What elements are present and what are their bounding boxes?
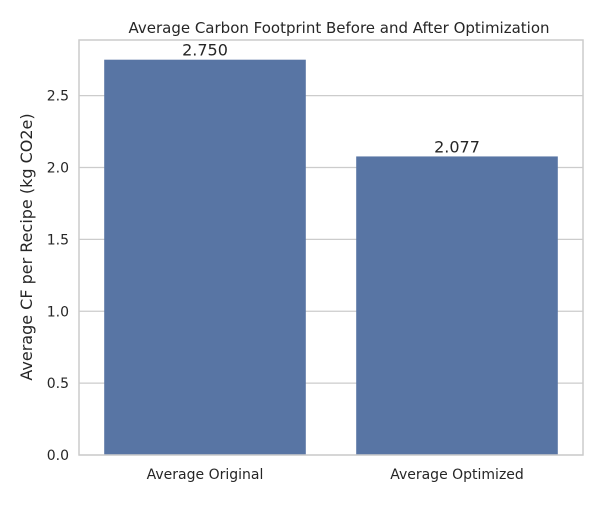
y-tick-label: 0.5 [47,376,69,392]
y-tick-label: 1.5 [47,232,69,248]
y-tick-label: 0.0 [47,448,69,464]
y-axis-label: Average CF per Recipe (kg CO2e) [17,113,36,380]
bar [356,156,558,456]
chart-title: Average Carbon Footprint Before and Afte… [128,19,549,37]
bar [104,59,306,456]
x-tick-label: Average Original [147,467,264,483]
bar-value-label: 2.077 [434,137,480,156]
plot-frame [78,39,584,456]
value-labels: 2.750 2.077 [182,41,480,157]
y-tick-label: 1.0 [47,304,69,320]
x-tick-label: Average Optimized [390,467,524,483]
y-tick-labels: 0.0 0.5 1.0 1.5 2.0 2.5 [47,89,69,464]
y-tick-label: 2.5 [47,89,69,105]
x-tick-labels: Average Original Average Optimized [147,467,524,483]
bars [104,59,558,456]
bar-value-label: 2.750 [182,41,228,60]
y-tick-label: 2.0 [47,161,69,177]
